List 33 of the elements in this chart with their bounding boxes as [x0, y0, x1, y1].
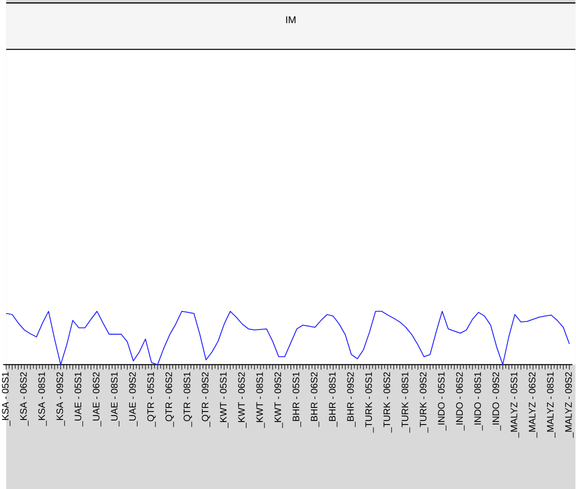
x-tick-label: _TURK - 05S1: [365, 372, 374, 433]
x-tick-label: _KSA - 08S1: [38, 372, 47, 426]
x-tick-label: _BHR - 09S2: [347, 372, 356, 427]
x-tick-label: _MALYZ - 09S2: [565, 372, 574, 438]
x-tick-label: _TURK - 08S1: [402, 372, 410, 433]
x-tick-label: _QTR - 09S2: [202, 372, 210, 427]
x-tick-label: _KSA - 06S2: [20, 372, 29, 426]
x-tick-label: _KWT - 08S1: [256, 372, 265, 428]
x-tick-label: _UAE - 06S2: [92, 372, 102, 426]
x-tick-label: _QTR - 06S2: [165, 372, 174, 427]
x-tick-label: _UAE - 09S2: [129, 372, 138, 426]
x-tick-label: _UAE - 08S1: [110, 372, 120, 426]
x-tick-label: _QTR - 08S1: [184, 372, 192, 427]
x-tick-label: _KWT - 06S2: [238, 372, 247, 428]
x-tick-label: _TURK - 06S2: [383, 372, 392, 433]
x-tick-label: _QTR - 05S1: [147, 372, 156, 427]
x-tick-label: _INDO - 05S1: [438, 372, 446, 431]
x-tick-label: _KSA - 09S2: [56, 372, 65, 426]
x-tick-label: _BHR - 06S2: [310, 372, 320, 427]
x-tick-label: _MALYZ - 08S1: [546, 372, 556, 438]
x-tick-label: _BHR - 05S1: [292, 372, 302, 427]
x-tick-label: _INDO - 06S2: [456, 372, 465, 431]
x-tick-label: _INDO - 09S2: [492, 372, 501, 431]
x-tick-label: _MALYZ - 05S1: [510, 372, 520, 438]
x-tick-label: _TURK - 09S2: [420, 372, 428, 433]
x-tick-label: _MALYZ - 06S2: [528, 372, 538, 438]
x-tick-label: _BHR - 08S1: [328, 372, 338, 427]
chart-title: IM: [286, 16, 296, 24]
x-tick-label: _INDO - 08S1: [474, 372, 483, 431]
x-tick-label: _KWT - 05S1: [220, 372, 228, 428]
x-tick-label: _KSA - 05S1: [2, 372, 10, 426]
x-tick-label: _KWT - 09S2: [274, 372, 283, 428]
x-tick-label: _UAE - 05S1: [74, 372, 84, 426]
